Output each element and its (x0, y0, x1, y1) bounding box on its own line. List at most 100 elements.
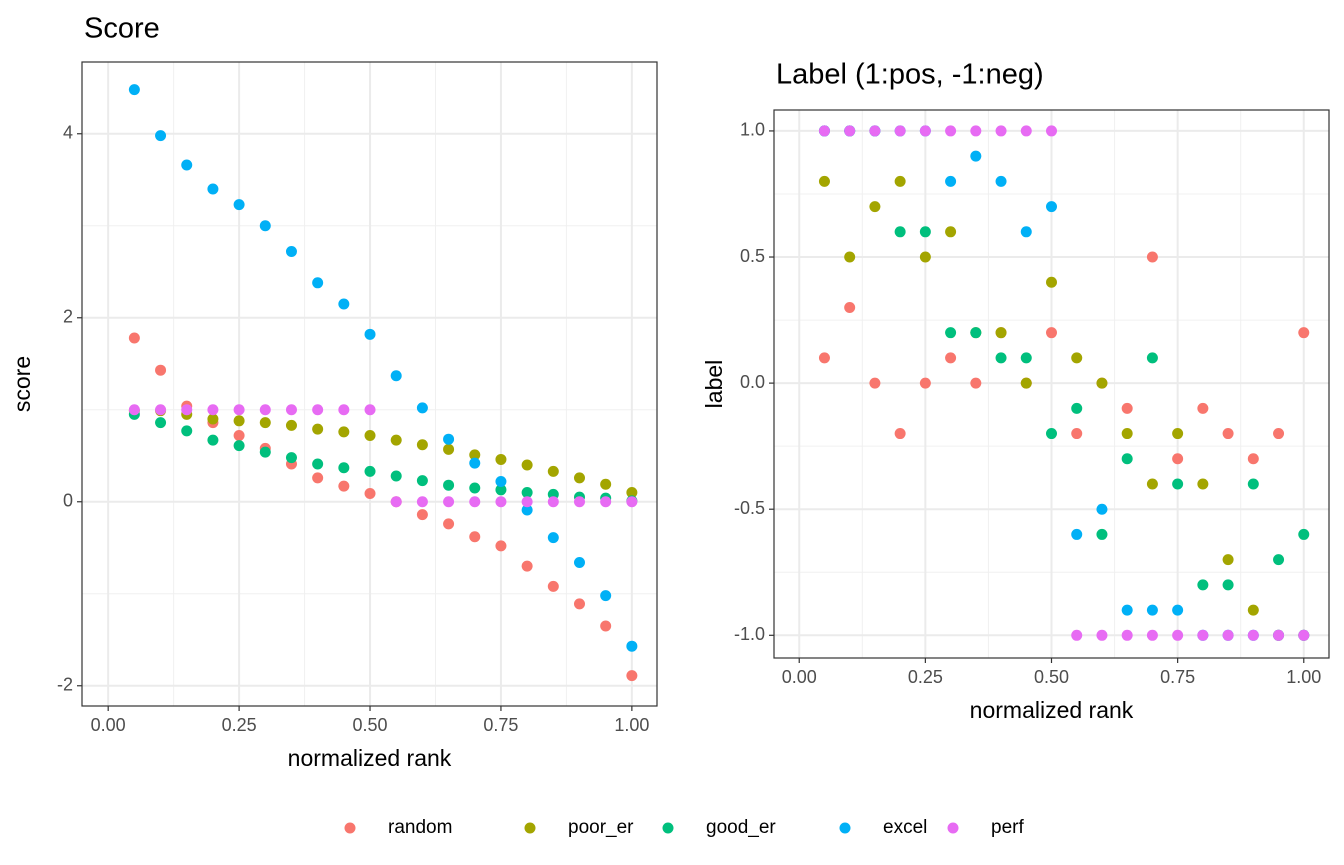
point (469, 457, 481, 469)
x-axis-title: normalized rank (970, 697, 1134, 723)
point (285, 246, 297, 258)
point (416, 496, 428, 508)
x-tick-label: 1.00 (1286, 667, 1321, 687)
legend-label: perf (991, 817, 1024, 838)
y-tick-label: -0.5 (734, 498, 765, 518)
point (259, 404, 271, 416)
point (1020, 377, 1032, 389)
point (1071, 629, 1083, 641)
point (919, 377, 931, 389)
point (1247, 478, 1259, 490)
point (390, 470, 402, 482)
point (573, 472, 585, 484)
point (521, 496, 533, 508)
point (600, 620, 612, 632)
point (547, 465, 559, 477)
legend-label: poor_er (568, 817, 634, 838)
y-tick-label: 0.0 (740, 372, 765, 392)
point (844, 301, 856, 313)
point (919, 125, 931, 137)
point (155, 417, 167, 429)
point (495, 496, 507, 508)
point (155, 130, 167, 142)
point (626, 670, 638, 682)
plot-border (773, 109, 1330, 659)
point (995, 125, 1007, 137)
point (1146, 352, 1158, 364)
point (521, 504, 533, 516)
point (128, 84, 140, 96)
point (1197, 402, 1209, 414)
point (844, 251, 856, 263)
chart-title: Score (84, 13, 160, 45)
point (1172, 629, 1184, 641)
point (894, 175, 906, 187)
point (338, 480, 350, 492)
y-tick-label: 0.5 (740, 246, 765, 266)
point (233, 404, 245, 416)
y-axis-title: score (9, 356, 35, 412)
y-tick-label: -2 (57, 675, 73, 695)
point (443, 443, 455, 455)
point (338, 298, 350, 310)
point (390, 370, 402, 382)
legend-swatch (344, 822, 356, 834)
point (995, 352, 1007, 364)
y-tick-label: 1.0 (740, 120, 765, 140)
point (181, 404, 193, 416)
legend-label: excel (883, 817, 927, 838)
point (1046, 276, 1057, 288)
point (1222, 579, 1234, 591)
point (1096, 377, 1108, 389)
point (443, 518, 455, 530)
point (1020, 125, 1032, 137)
point (181, 425, 193, 437)
point (547, 580, 559, 592)
point (521, 560, 533, 572)
point (312, 404, 324, 416)
point (894, 125, 906, 137)
point (338, 404, 350, 416)
point (416, 439, 428, 451)
y-tick-label: -1.0 (734, 624, 765, 644)
point (869, 125, 881, 137)
point (995, 175, 1007, 187)
point (1247, 604, 1259, 616)
point (469, 449, 481, 461)
point (259, 220, 271, 232)
point (1298, 528, 1310, 540)
x-tick-label: 0.75 (483, 715, 518, 735)
point (416, 475, 428, 487)
point (894, 428, 906, 440)
point (285, 452, 297, 464)
point (155, 404, 167, 416)
point (844, 125, 856, 137)
point (945, 226, 957, 238)
point (1046, 125, 1057, 137)
point (390, 496, 402, 508)
plot-border (81, 61, 658, 707)
point (338, 426, 350, 438)
point (970, 150, 982, 162)
point (894, 226, 906, 238)
point (338, 462, 350, 474)
legend-label: random (388, 817, 452, 838)
point (869, 201, 881, 213)
point (312, 277, 324, 289)
point (312, 423, 324, 435)
point (233, 440, 245, 452)
point (1172, 428, 1184, 440)
point (1247, 629, 1259, 641)
point (1247, 453, 1259, 465)
legend-swatch (839, 822, 851, 834)
point (364, 465, 376, 477)
chart-title: Label (1:pos, -1:neg) (776, 59, 1044, 91)
point (128, 404, 140, 416)
point (1222, 629, 1234, 641)
point (970, 377, 982, 389)
point (233, 430, 245, 442)
point (364, 404, 376, 416)
x-axis-title: normalized rank (288, 745, 452, 771)
y-tick-label: 4 (63, 123, 73, 143)
point (233, 199, 245, 211)
